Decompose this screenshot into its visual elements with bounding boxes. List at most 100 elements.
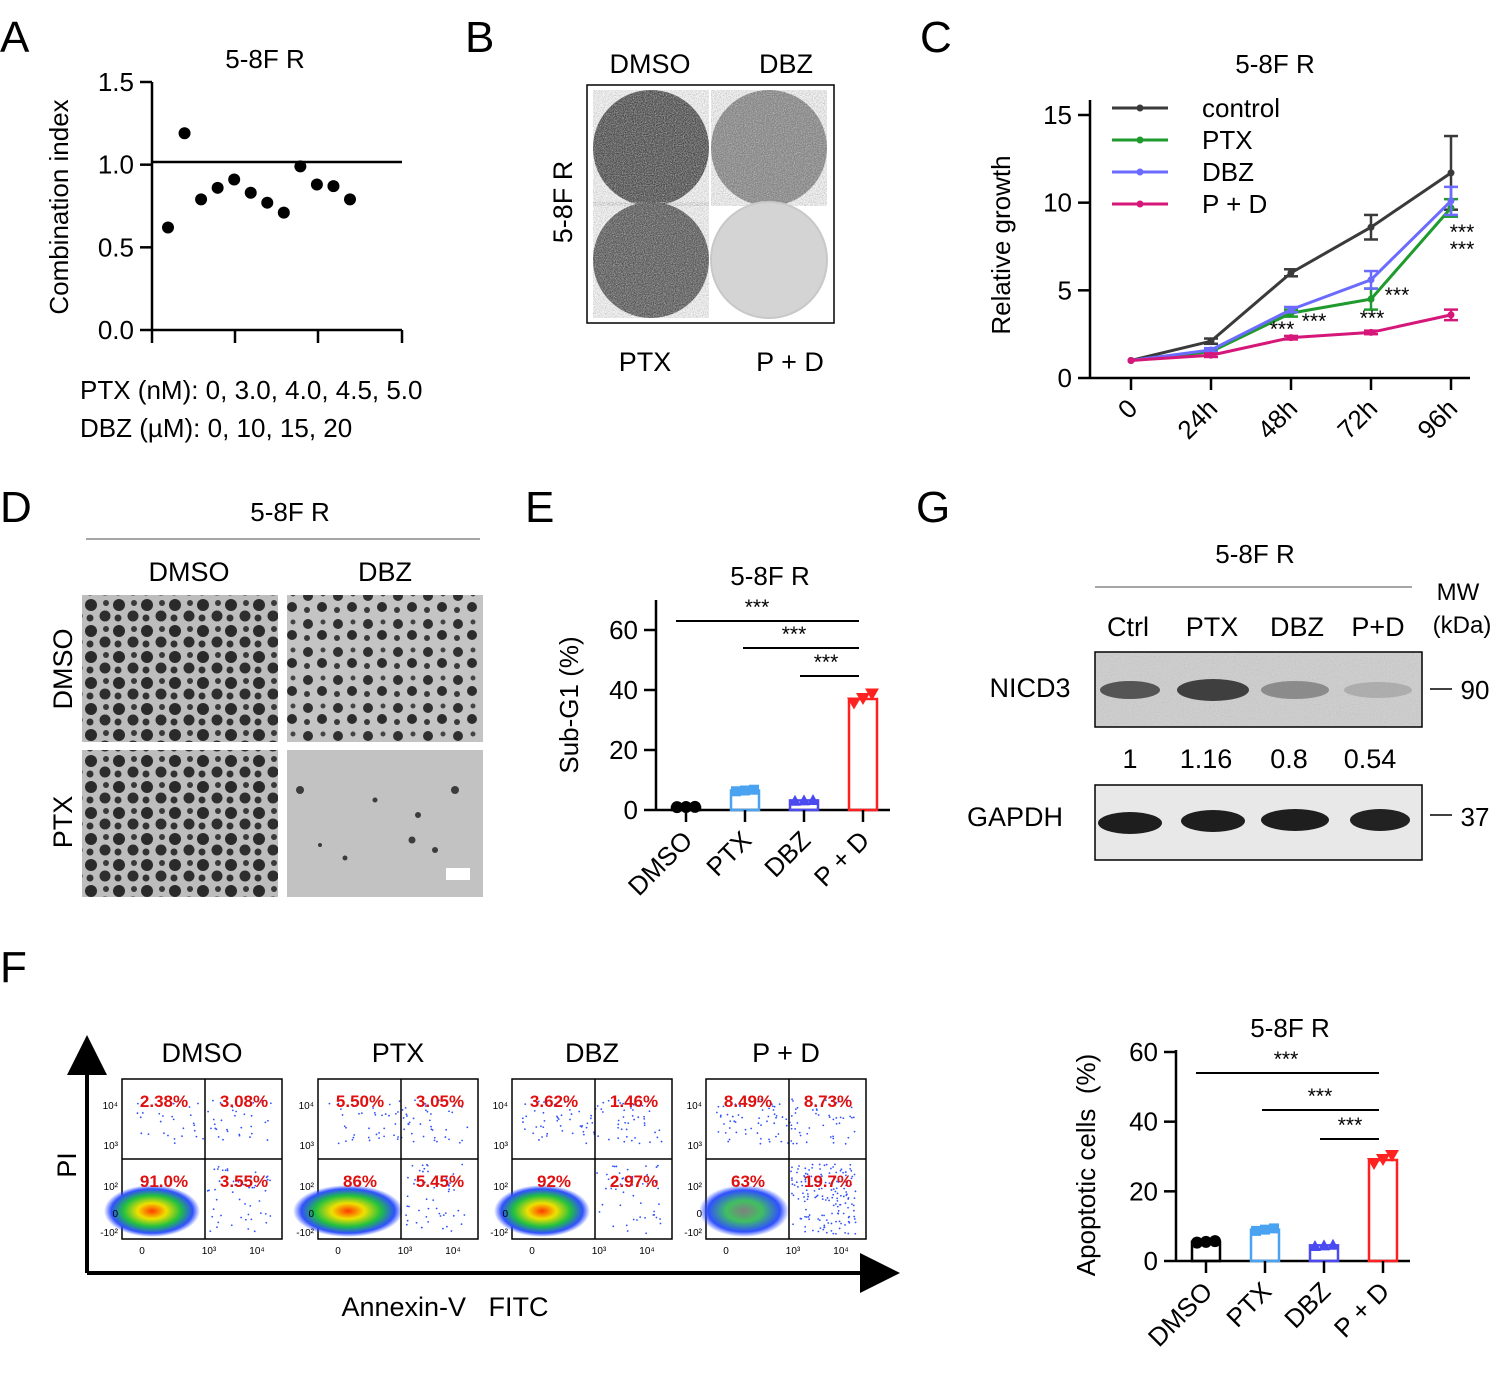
flow-event	[425, 1198, 428, 1201]
flow-event	[619, 1102, 622, 1104]
flow-event	[141, 1112, 144, 1114]
flow-event	[448, 1188, 451, 1191]
flow-event	[798, 1131, 801, 1134]
panel-c-y-tick-label: 10	[1043, 188, 1072, 218]
flow-event	[569, 1118, 571, 1121]
flow-event	[837, 1100, 840, 1103]
flow-event	[238, 1134, 241, 1137]
panel-c-point	[1367, 328, 1375, 336]
panel-e-marker	[807, 794, 819, 806]
panel-letter-g: G	[916, 483, 950, 532]
flow-event	[717, 1105, 720, 1108]
flow-event	[838, 1122, 841, 1125]
flow-event	[835, 1102, 838, 1104]
panel-b: B DMSO DBZ 5-8F R PTX P + D	[465, 13, 835, 377]
flow-event	[388, 1114, 390, 1117]
flow-event	[358, 1112, 360, 1115]
panel-a-point	[327, 180, 340, 193]
flow-event	[136, 1112, 139, 1115]
panel-f-significance: *** *** ***	[1196, 1048, 1379, 1140]
panel-e-marker	[856, 693, 870, 705]
panel-e-y-tick-label: 20	[609, 735, 638, 765]
panel-d-col2-label: DBZ	[358, 557, 412, 587]
flow-event	[771, 1105, 774, 1108]
flow-event	[804, 1178, 807, 1181]
panel-e-ylabel: Sub-G1 (%)	[554, 636, 584, 773]
flow-event	[806, 1198, 809, 1201]
flow-event	[193, 1129, 196, 1132]
flow-plot-title: P + D	[752, 1038, 820, 1068]
flow-event	[352, 1105, 355, 1108]
panel-c-point	[1447, 197, 1455, 205]
panel-e-bars	[670, 688, 879, 822]
flow-event	[854, 1190, 857, 1193]
flow-plot-y-tick-label: 10²	[494, 1182, 509, 1193]
flow-event	[368, 1127, 370, 1130]
flow-event	[832, 1118, 835, 1121]
flow-event	[818, 1163, 821, 1166]
flow-event	[182, 1127, 185, 1130]
flow-plot-y-tick-label: -10²	[490, 1228, 508, 1239]
flow-plot-y-tick-label: 10³	[688, 1141, 703, 1152]
flow-plot-y-tick-label: 10²	[104, 1182, 119, 1193]
flow-event	[830, 1183, 833, 1186]
flow-event	[600, 1108, 603, 1111]
panel-e-marker	[689, 800, 701, 813]
flow-plot-y-tick-label: -10²	[296, 1228, 314, 1239]
flow-event	[840, 1175, 843, 1178]
panel-a-title: 5-8F R	[225, 44, 304, 74]
flow-event	[231, 1106, 234, 1108]
flow-event	[739, 1105, 741, 1108]
flow-event	[406, 1195, 409, 1198]
flow-event	[580, 1125, 583, 1128]
flow-event	[372, 1107, 375, 1109]
flow-event	[586, 1122, 589, 1125]
flow-event	[646, 1182, 649, 1185]
flow-event	[264, 1189, 267, 1192]
flow-event	[728, 1127, 731, 1129]
flow-event	[543, 1119, 546, 1122]
panel-e-marker	[749, 784, 759, 795]
flow-event	[844, 1224, 846, 1226]
panel-f-y-tick-label: 60	[1129, 1037, 1158, 1067]
flow-event	[840, 1194, 842, 1197]
flow-event	[834, 1163, 836, 1166]
flow-event	[830, 1222, 833, 1225]
flow-event	[630, 1139, 633, 1142]
panel-f-bar	[1367, 1158, 1399, 1263]
flow-event	[823, 1214, 825, 1217]
panel-f-bars	[1190, 1149, 1399, 1273]
panel-b-well-ptx-texture	[593, 202, 709, 318]
flow-event	[770, 1103, 773, 1106]
flow-event	[431, 1129, 434, 1131]
flow-event	[242, 1183, 245, 1186]
flow-event	[816, 1194, 819, 1197]
flow-event	[216, 1226, 218, 1229]
panel-e: E 5-8F R Sub-G1 (%) 0 20 40 60 DMSO PTX DBZP …	[525, 483, 890, 901]
flow-event	[839, 1169, 842, 1172]
flow-event	[790, 1124, 793, 1127]
flow-event	[619, 1204, 622, 1207]
flow-event	[405, 1113, 408, 1116]
flow-event	[820, 1173, 822, 1176]
panel-d-row1-label: DMSO	[48, 629, 78, 710]
panel-g-lane-label: DBZ	[1270, 612, 1324, 642]
panel-f-marker	[1200, 1235, 1212, 1248]
panel-b-well-dbz-texture	[711, 90, 827, 206]
flow-event	[217, 1165, 220, 1168]
flow-event	[219, 1101, 222, 1104]
flow-event	[655, 1216, 658, 1219]
flow-plot-quadrant-value: 92%	[537, 1172, 571, 1191]
panel-a-note-ptx: PTX (nM): 0, 3.0, 4.0, 4.5, 5.0	[80, 375, 423, 405]
flow-event	[461, 1163, 464, 1166]
flow-plot-events	[136, 1099, 272, 1233]
flow-event	[636, 1219, 638, 1221]
panel-c-point	[1447, 169, 1455, 177]
flow-event	[633, 1118, 636, 1121]
panel-c-x-tick-label: 24h	[1171, 393, 1223, 445]
flow-event	[744, 1133, 747, 1135]
flow-event	[607, 1178, 610, 1181]
panel-c-legend-label: DBZ	[1202, 157, 1254, 187]
panel-f-marker	[1191, 1236, 1203, 1249]
